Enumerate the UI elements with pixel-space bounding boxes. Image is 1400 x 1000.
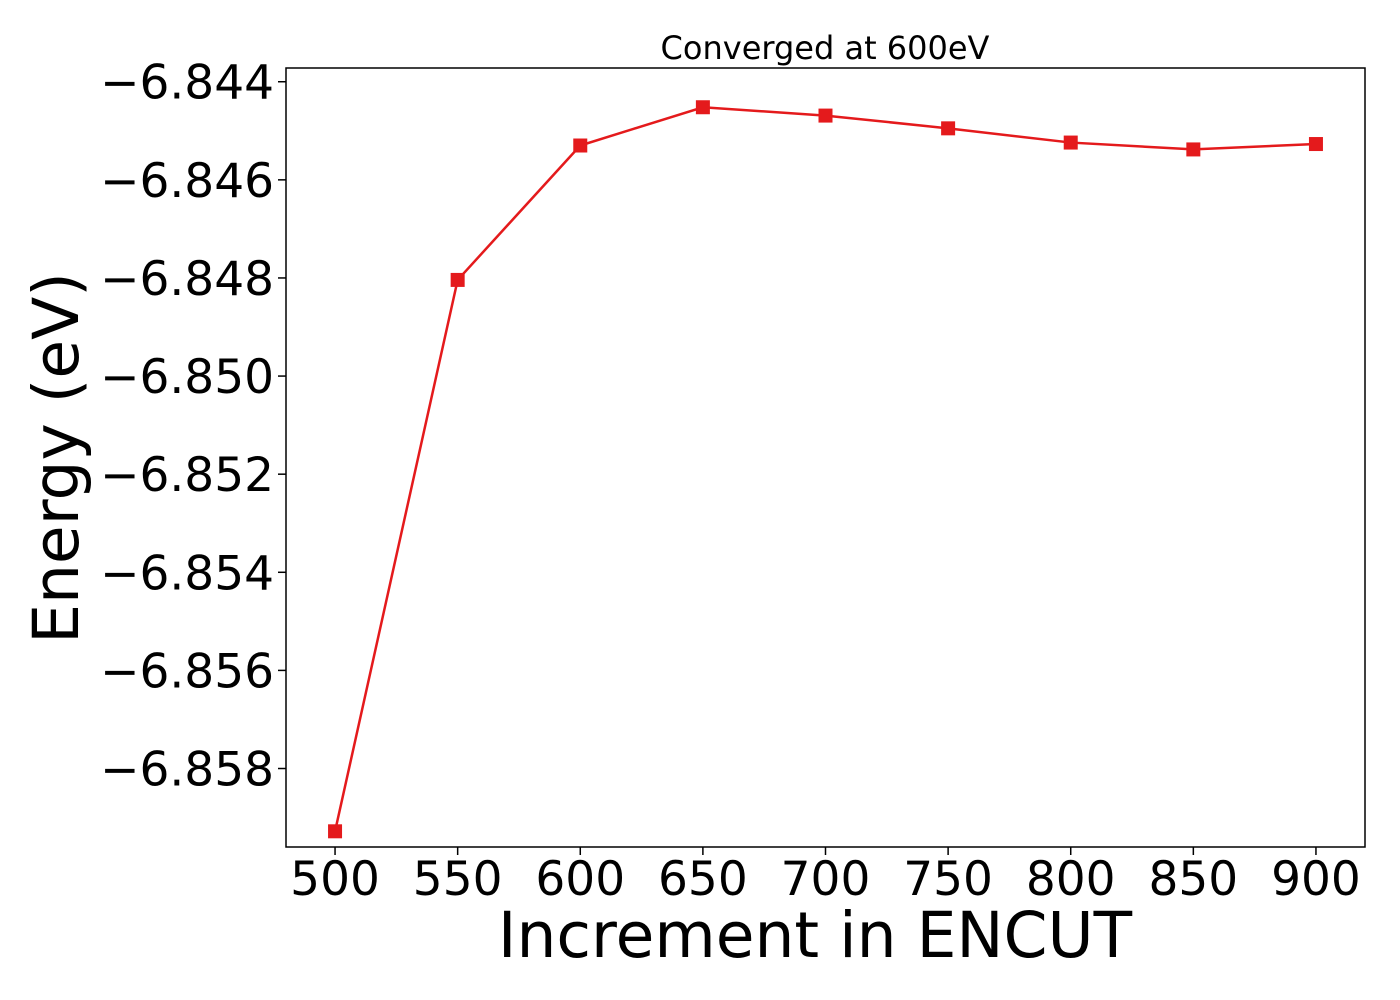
y-tick-label: −6.848 [100, 252, 274, 307]
data-point [328, 824, 343, 839]
x-axis: 500 550 600 650 700 750 800 850 900 [290, 847, 1361, 907]
data-point [450, 272, 465, 287]
y-tick-label: −6.858 [100, 743, 274, 798]
data-point [1186, 142, 1201, 157]
x-tick-label: 700 [781, 852, 871, 907]
y-tick-label: −6.854 [100, 546, 274, 601]
x-tick-label: 650 [658, 852, 748, 907]
y-tick-label: −6.844 [100, 56, 274, 111]
data-point [818, 108, 833, 123]
x-tick-label: 600 [535, 852, 625, 907]
data-point [695, 100, 710, 115]
y-tick-label: −6.846 [100, 154, 274, 209]
x-tick-label: 900 [1271, 852, 1361, 907]
data-point [1063, 135, 1078, 150]
y-tick-label: −6.850 [100, 350, 274, 405]
plot-area [285, 67, 1366, 848]
series-layer [328, 100, 1323, 839]
y-tick-label: −6.852 [100, 448, 274, 503]
x-tick-label: 550 [413, 852, 503, 907]
data-point [941, 121, 956, 136]
y-axis-label: Energy (eV) [20, 272, 93, 644]
x-tick-label: 750 [903, 852, 993, 907]
y-tick-label: −6.856 [100, 644, 274, 699]
data-point [1308, 137, 1323, 152]
x-axis-label: Increment in ENCUT [498, 899, 1133, 972]
x-tick-label: 800 [1026, 852, 1116, 907]
x-tick-label: 500 [290, 852, 380, 907]
data-point [573, 138, 588, 153]
x-tick-label: 850 [1148, 852, 1238, 907]
chart-title: Converged at 600eV [661, 29, 990, 67]
y-axis: −6.844 −6.846 −6.848 −6.850 −6.852 −6.854 −6.8… [100, 56, 286, 798]
